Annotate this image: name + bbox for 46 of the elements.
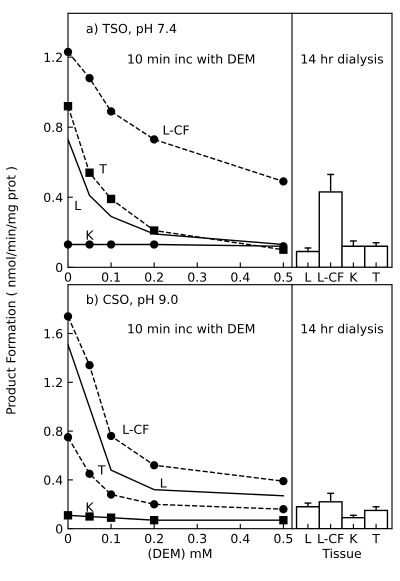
x-tick-label: 0.1 [102,272,120,282]
y-tick-label: 1.2 [44,52,62,62]
text: b) CSO, pH 9.0 [87,294,178,307]
x-tick-label: K [350,272,358,282]
x-tick-label: 0 [64,534,72,544]
x-tick-label: L-CF [318,272,344,282]
x-tick-label: L-CF [318,534,344,544]
y-axis-title: Product Formation ( nmol/min/mg prot ) [6,167,18,414]
y-tick-label: 1.6 [44,328,62,338]
x-tick-label: L [306,534,312,544]
series-label: L-CF [164,125,189,135]
y-tick-label: 0.8 [44,426,62,436]
x-tick-label: 0.3 [188,534,206,544]
series-label: L-CF [123,424,149,434]
series-label: L [75,200,82,210]
x-tick-label: 0.2 [145,272,163,282]
series-label: K [86,502,94,512]
x-tick-label: K [350,534,358,544]
annotation: 10 min inc with DEM [128,54,254,64]
x-tick-label: 0.4 [231,272,250,282]
x-tick-label: 0 [64,272,72,282]
series-label: K [86,230,94,240]
x-tick-label: 0.1 [102,534,120,544]
text: a) TSO, pH 7.4 [86,24,176,36]
x-tick-label: T [372,534,380,544]
x-tick-label: 0.4 [231,534,250,544]
y-tick-label: 1.2 [44,378,62,388]
annotation: 14 hr dialysis [302,54,384,66]
x-axis-title: Tissue [322,548,362,558]
y-tick-label: 0.4 [44,192,62,202]
y-tick-label: 0 [56,524,62,534]
x-tick-label: 0.2 [145,534,163,544]
y-tick-label: 0 [56,262,62,272]
x-tick-label: 0.5 [274,272,292,282]
x-tick-label: T [372,272,380,282]
y-tick-label: 0.8 [44,122,62,132]
annotation: 14 hr dialysis [302,324,384,336]
x-tick-label: 0.5 [274,534,292,544]
x-axis-title: (DEM) mM [148,548,212,560]
x-tick-label: L [306,272,312,282]
series-label: T [98,465,106,474]
x-tick-label: 0.3 [188,272,206,282]
annotation: 10 min inc with DEM [128,324,254,334]
y-tick-label: 0.4 [44,475,62,485]
series-label: T [99,164,107,174]
series-label: L [160,478,167,488]
